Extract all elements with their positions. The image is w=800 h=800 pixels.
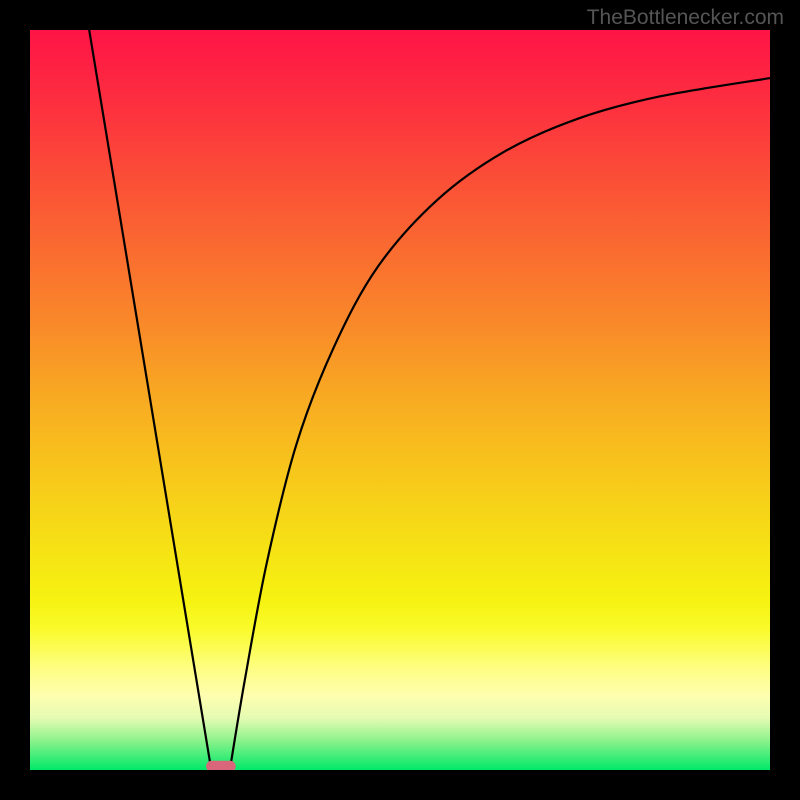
chart-container: TheBottlenecker.com: [0, 0, 800, 800]
watermark-text: TheBottlenecker.com: [587, 6, 784, 30]
bottleneck-chart: [0, 0, 800, 800]
plot-background: [30, 30, 770, 770]
